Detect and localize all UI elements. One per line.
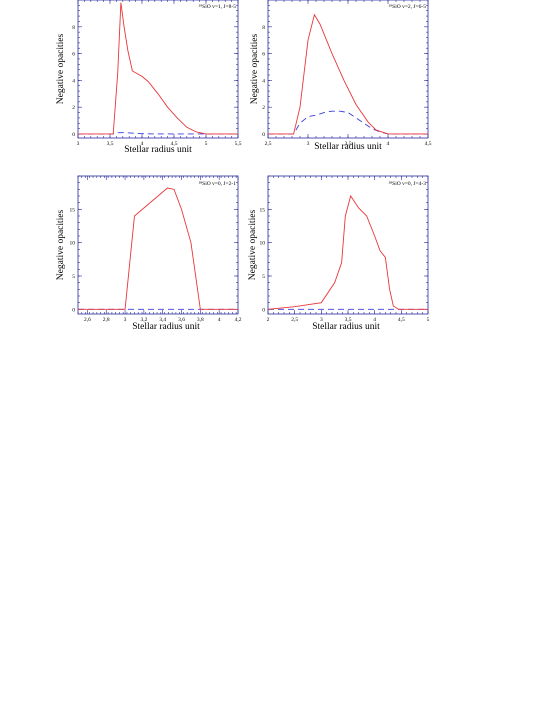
transition-annotation: ²⁸SiO v=0, J=4-3	[389, 181, 427, 187]
axis-ticks	[77, 0, 239, 138]
series-line-solid	[78, 187, 238, 310]
x-tick-label: 2,5	[291, 317, 298, 323]
x-tick-label: 2,5	[265, 141, 272, 147]
axis-ticks	[77, 175, 239, 314]
x-tick-labels: 2 2,5 3 3,5 4 4,5 5	[267, 317, 430, 323]
y-tick-label: 4	[262, 78, 265, 84]
x-tick-label: 4	[218, 317, 221, 323]
x-tick-label: 2,6	[84, 317, 91, 323]
x-tick-labels: 2,6 2,8 3 3,2 3,4 3,6 3,8 4 4,2	[84, 317, 242, 323]
x-tick-label: 3,6	[178, 317, 185, 323]
y-tick-label: 0	[72, 132, 75, 138]
x-tick-label: 4,2	[235, 317, 242, 323]
series-line-dashed	[268, 110, 428, 135]
x-tick-label: 4	[387, 141, 390, 147]
x-tick-label: 3,5	[345, 141, 352, 147]
x-tick-label: 3	[320, 317, 323, 323]
x-tick-label: 5,5	[235, 141, 242, 147]
chart-panel-top-right: 2,5 3 3,5 4 4,5 0 2 4 6 8 Stellar radius unit Ne…	[250, 0, 432, 152]
x-tick-label: 4,5	[425, 141, 432, 147]
y-tick-label: 4	[72, 78, 75, 84]
plot-frame	[267, 175, 429, 315]
y-tick-label: 0	[262, 307, 265, 313]
x-tick-label: 2,8	[103, 317, 110, 323]
x-axis-label: Stellar radius unit	[124, 145, 192, 155]
plot-frame	[267, 0, 429, 139]
chart-panel-bottom-left: 2,6 2,8 3 3,2 3,4 3,6 3,8 4 4,2 0 5 10 15 Stellar r…	[56, 175, 242, 332]
y-axis-label: Negative opacities	[248, 209, 258, 280]
x-axis-label: Stellar radius unit	[312, 322, 380, 332]
y-tick-labels: 0 5 10 15	[260, 207, 266, 313]
x-tick-label: 4	[373, 317, 376, 323]
y-tick-label: 10	[70, 241, 76, 247]
plot-frame	[77, 175, 239, 315]
x-tick-label: 5	[427, 317, 430, 323]
x-axis-label: Stellar radius unit	[132, 322, 200, 332]
y-tick-label: 15	[70, 207, 76, 213]
y-tick-label: 8	[72, 25, 75, 31]
transition-annotation: ²⁸SiO v=0, J=2-1	[199, 181, 237, 187]
series-line-solid	[267, 194, 428, 310]
y-axis-label: Negative opacities	[250, 33, 260, 104]
y-tick-label: 2	[72, 105, 75, 111]
x-tick-label: 2	[267, 317, 270, 323]
series-line-dashed	[78, 132, 238, 135]
axis-ticks	[267, 0, 429, 138]
x-tick-label: 3	[124, 317, 127, 323]
x-tick-label: 5	[205, 141, 208, 147]
x-tick-labels: 2,5 3 3,5 4 4,5	[265, 141, 432, 147]
series-line-solid	[78, 2, 238, 135]
x-tick-label: 3,5	[345, 317, 352, 323]
y-tick-label: 15	[260, 207, 266, 213]
x-tick-label: 3	[77, 141, 80, 147]
y-tick-label: 2	[262, 105, 265, 111]
y-tick-label: 0	[262, 132, 265, 138]
chart-panel-bottom-right: 2 2,5 3 3,5 4 4,5 5 0 5 10 15 Stellar radius unit…	[248, 175, 430, 332]
series-layer	[78, 2, 238, 135]
axis-ticks	[267, 175, 429, 314]
y-tick-labels: 0 5 10 15	[70, 207, 76, 313]
x-tick-labels: 3 3,5 4 4,5 5 5,5	[77, 141, 242, 147]
x-axis-label: Stellar radius unit	[314, 142, 382, 152]
y-tick-label: 0	[72, 307, 75, 313]
y-tick-label: 5	[262, 274, 265, 280]
x-tick-label: 4,5	[171, 141, 178, 147]
series-layer	[78, 187, 238, 310]
plot-frame	[77, 0, 239, 139]
chart-panel-top-left: 3 3,5 4 4,5 5 5,5 0 2 4 6 8 Stellar radius unit N…	[56, 0, 242, 155]
x-tick-label: 3,5	[107, 141, 114, 147]
y-tick-label: 5	[72, 274, 75, 280]
y-tick-label: 8	[262, 25, 265, 31]
y-tick-label: 6	[262, 52, 265, 58]
x-tick-label: 4,5	[398, 317, 405, 323]
y-tick-labels: 0 2 4 6 8	[72, 25, 75, 138]
x-tick-label: 3,4	[159, 317, 166, 323]
series-line-solid	[268, 13, 428, 135]
series-layer	[267, 194, 428, 310]
x-tick-label: 3,8	[197, 317, 204, 323]
y-tick-labels: 0 2 4 6 8	[262, 25, 265, 138]
y-axis-label: Negative opacities	[56, 209, 66, 280]
x-tick-label: 3,2	[140, 317, 147, 323]
y-axis-label: Negative opacities	[56, 33, 66, 104]
transition-annotation: ²⁹SiO v=2, J=6-5	[389, 4, 427, 10]
transition-annotation: ²⁹SiO v=1, J=8-5	[199, 4, 237, 10]
y-tick-label: 6	[72, 52, 75, 58]
x-tick-label: 3	[307, 141, 310, 147]
y-tick-label: 10	[260, 241, 266, 247]
x-tick-label: 4	[141, 141, 144, 147]
series-layer	[268, 13, 428, 135]
